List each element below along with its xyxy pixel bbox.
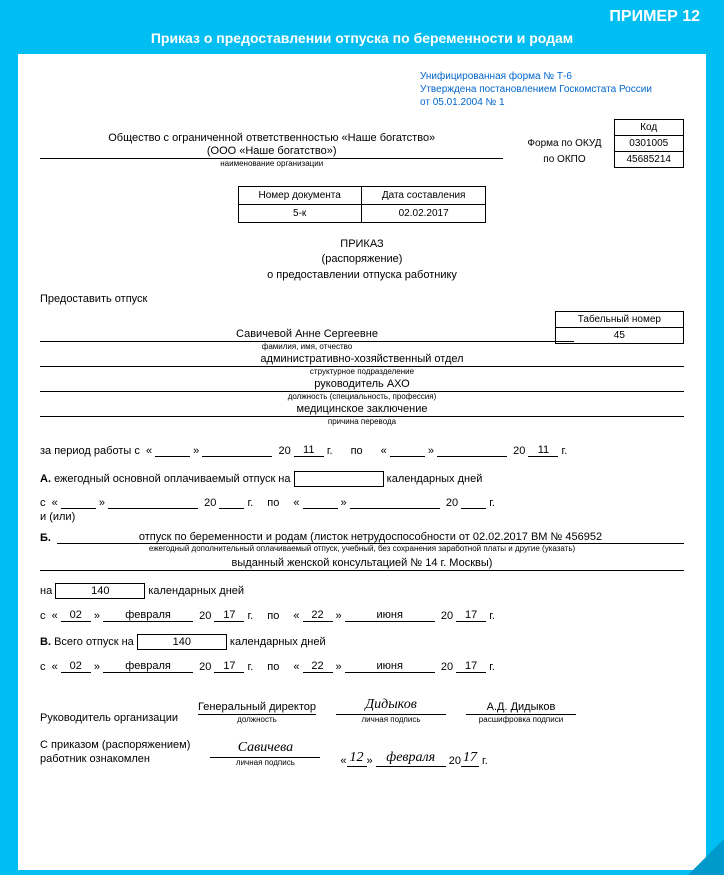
corner-fold-icon	[688, 839, 724, 875]
form-header: Унифицированная форма № Т-6 Утверждена п…	[420, 70, 684, 109]
form-header-l2: Утверждена постановлением Госкомстата Ро…	[420, 83, 684, 96]
v-from-y: 17	[214, 660, 244, 673]
a-dates: с « » 20 г. по « » 20 г.	[40, 497, 684, 509]
document-frame: ПРИМЕР 12 Приказ о предоставлении отпуск…	[0, 0, 724, 875]
prikaz-l1: ПРИКАЗ	[40, 237, 684, 252]
v-label: В.	[40, 636, 51, 648]
b-to-m: июня	[345, 609, 435, 622]
b-to-d: 22	[303, 609, 333, 622]
section-v: В. Всего отпуск на 140 календарных дней	[40, 634, 684, 650]
example-label: ПРИМЕР 12	[18, 8, 706, 26]
b-line2: выданный женской консультацией № 14 г. М…	[40, 557, 684, 571]
org-line1: Общество с ограниченной ответственностью…	[40, 132, 503, 145]
sig-sign: Дидыков	[336, 697, 446, 715]
v-to-m: июня	[345, 660, 435, 673]
paper: Унифицированная форма № Т-6 Утверждена п…	[18, 54, 706, 870]
b-on: на	[40, 585, 52, 597]
b-from-y: 17	[214, 609, 244, 622]
org-block: Общество с ограниченной ответственностью…	[40, 132, 503, 168]
b-from-d: 02	[61, 609, 91, 622]
docnum-num: 5-к	[238, 205, 361, 223]
sig-sign-sub: личная подпись	[336, 715, 446, 724]
prikaz-l3: о предоставлении отпуска работнику	[40, 268, 684, 283]
form-header-l3: от 05.01.2004 № 1	[420, 96, 684, 109]
kod-header: Код	[614, 120, 684, 136]
sig-date-d: 12	[347, 750, 367, 767]
head-label: Руководитель организации	[40, 712, 178, 724]
signature-emp-row: С приказом (распоряжением) работник озна…	[40, 738, 684, 767]
v-text: Всего отпуск на	[54, 636, 134, 648]
fio-sub: фамилия, имя, отчество	[40, 342, 574, 351]
b-sub: ежегодный дополнительный оплачиваемый от…	[40, 544, 684, 553]
org-line2: (ООО «Наше богатство»)	[40, 145, 503, 159]
sig-pos: Генеральный директор	[198, 701, 316, 715]
docnum-h1: Номер документа	[238, 187, 361, 205]
sig-date-y: 17	[461, 750, 479, 767]
section-b: Б. отпуск по беременности и родам (листо…	[40, 531, 684, 544]
v-days-label: календарных дней	[230, 636, 326, 648]
v-to-d: 22	[303, 660, 333, 673]
b-to-y: 17	[456, 609, 486, 622]
period-y1: 11	[294, 444, 324, 457]
period-po: по	[351, 445, 363, 457]
ack-l2: работник ознакомлен	[40, 752, 190, 766]
emp-sign-sub: личная подпись	[210, 758, 320, 767]
period-prefix: за период работы с	[40, 445, 140, 457]
signature-head-row: Руководитель организации Генеральный дир…	[40, 697, 684, 724]
position: руководитель АХО	[40, 378, 684, 392]
form-header-l1: Унифицированная форма № Т-6	[420, 70, 684, 83]
v-days-box: 140	[137, 634, 227, 650]
tabnum-h: Табельный номер	[555, 312, 683, 328]
main-title: Приказ о предоставлении отпуска по берем…	[18, 30, 706, 46]
a-days-box	[294, 471, 384, 487]
okud-label: Форма по ОКУД	[515, 136, 614, 152]
period-line: за период работы с « » 20 11 г. по « » 2…	[40, 444, 684, 457]
dept: административно-хозяйственный отдел	[40, 353, 684, 367]
b-days-label: календарных дней	[148, 585, 244, 597]
docnum-row: Номер документа Дата составления 5-к 02.…	[40, 186, 684, 223]
org-sub: наименование организации	[40, 159, 503, 168]
prikaz-title: ПРИКАЗ (распоряжение) о предоставлении о…	[40, 237, 684, 283]
fio: Савичевой Анне Сергеевне	[40, 328, 574, 342]
sig-decode-sub: расшифровка подписи	[466, 715, 576, 724]
a-days-label: календарных дней	[387, 473, 483, 485]
grant-label: Предоставить отпуск	[40, 293, 684, 305]
b-label: Б.	[40, 532, 51, 544]
sig-date-m: февраля	[376, 750, 446, 767]
a-text: ежегодный основной оплачиваемый отпуск н…	[54, 473, 290, 485]
docnum-table: Номер документа Дата составления 5-к 02.…	[238, 186, 487, 223]
tabnum-v: 45	[555, 328, 683, 344]
b-line1: отпуск по беременности и родам (листок н…	[57, 531, 684, 544]
b-days-row: на 140 календарных дней	[40, 583, 684, 599]
a-andor: и (или)	[40, 511, 684, 523]
v-dates: с « 02 » февраля 20 17 г. по « 22 » июня…	[40, 660, 684, 673]
dept-sub: структурное подразделение	[40, 367, 684, 376]
okpo-label: по ОКПО	[515, 152, 614, 168]
docnum-date: 02.02.2017	[361, 205, 486, 223]
prikaz-l2: (распоряжение)	[40, 252, 684, 267]
b-days-box: 140	[55, 583, 145, 599]
okud-val: 0301005	[614, 136, 684, 152]
code-table: Код Форма по ОКУД0301005 по ОКПО45685214	[515, 119, 684, 168]
b-dates: с « 02 » февраля 20 17 г. по « 22 » июня…	[40, 609, 684, 622]
period-y2: 11	[528, 444, 558, 457]
v-from-m: февраля	[103, 660, 193, 673]
v-to-y: 17	[456, 660, 486, 673]
position-sub: должность (специальность, профессия)	[40, 392, 684, 401]
sig-pos-sub: должность	[198, 715, 316, 724]
tab-table: Табельный номер 45	[555, 311, 684, 344]
ack-l1: С приказом (распоряжением)	[40, 738, 190, 752]
top-row: Общество с ограниченной ответственностью…	[40, 119, 684, 168]
sig-decode: А.Д. Дидыков	[466, 701, 576, 715]
a-label: А.	[40, 473, 51, 485]
v-from-d: 02	[61, 660, 91, 673]
okpo-val: 45685214	[614, 152, 684, 168]
docnum-h2: Дата составления	[361, 187, 486, 205]
b-from-m: февраля	[103, 609, 193, 622]
emp-sign: Савичева	[210, 740, 320, 758]
section-a: А. ежегодный основной оплачиваемый отпус…	[40, 471, 684, 487]
reason-sub: причина перевода	[40, 417, 684, 426]
reason: медицинское заключение	[40, 403, 684, 417]
